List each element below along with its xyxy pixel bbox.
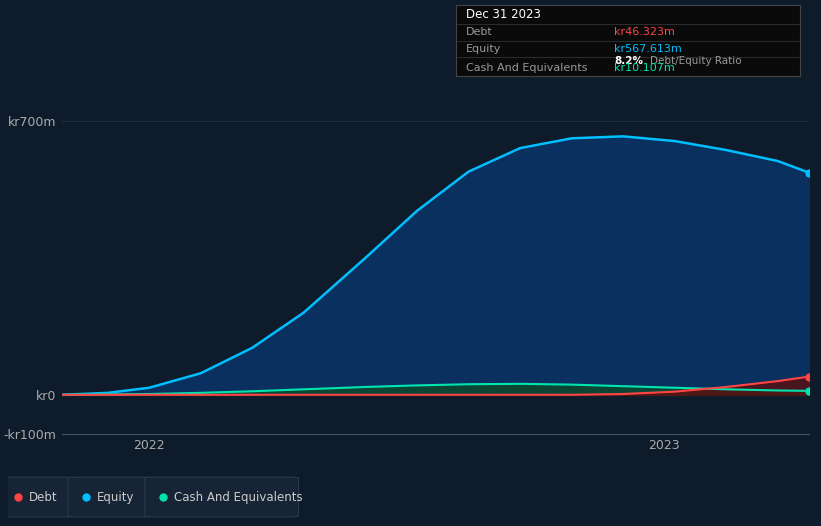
Text: Equity: Equity (97, 491, 135, 503)
Text: 8.2%: 8.2% (614, 56, 644, 66)
FancyBboxPatch shape (144, 477, 299, 517)
Text: Debt/Equity Ratio: Debt/Equity Ratio (650, 56, 742, 66)
FancyBboxPatch shape (0, 477, 76, 517)
Text: Cash And Equivalents: Cash And Equivalents (174, 491, 302, 503)
Text: Cash And Equivalents: Cash And Equivalents (466, 63, 588, 73)
Text: kr46.323m: kr46.323m (614, 27, 675, 37)
Text: Debt: Debt (466, 27, 493, 37)
Text: Dec 31 2023: Dec 31 2023 (466, 8, 541, 21)
Text: kr10.107m: kr10.107m (614, 63, 675, 73)
FancyBboxPatch shape (68, 477, 154, 517)
Text: kr567.613m: kr567.613m (614, 44, 682, 54)
Text: Debt: Debt (29, 491, 57, 503)
Text: Equity: Equity (466, 44, 502, 54)
